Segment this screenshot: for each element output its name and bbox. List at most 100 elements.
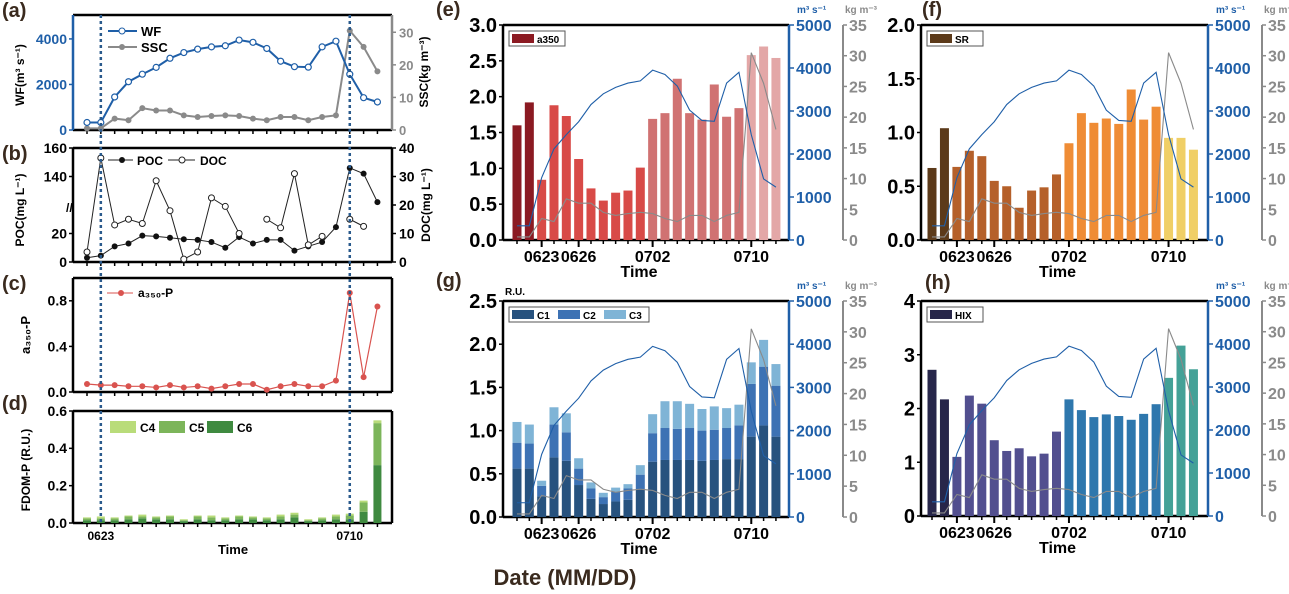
axis-break-mark: // — [66, 201, 73, 215]
y-tick-label: 0.0 — [48, 515, 68, 531]
y2-tick-label: 0 — [399, 254, 407, 270]
x-axis-title: Time — [218, 542, 248, 557]
bar-c4 — [152, 516, 161, 518]
bar-sr — [1089, 122, 1099, 240]
wf-line — [87, 39, 378, 124]
a350p-point — [360, 374, 367, 381]
doc-point — [166, 207, 174, 215]
y2-axis-title: DOC(mg L⁻¹) — [419, 168, 433, 242]
bar-c5 — [359, 502, 368, 512]
bar-a350 — [746, 55, 756, 240]
doc-point — [111, 221, 119, 229]
panel-c — [71, 276, 394, 396]
bar-a350 — [685, 113, 695, 240]
y-tick-label: 4000 — [36, 31, 67, 47]
bar-c2 — [648, 433, 658, 462]
bar-c3 — [561, 413, 571, 433]
wf-point — [207, 43, 216, 51]
bar-c3 — [574, 458, 584, 469]
ssc-point — [291, 113, 298, 120]
ssc-tick-label: 35 — [849, 294, 867, 311]
wf-point — [166, 54, 174, 62]
y-tick-label: 0 — [59, 254, 67, 270]
legend-label: C3 — [629, 311, 642, 322]
bar-c3 — [709, 406, 719, 430]
bar-c1 — [549, 457, 559, 517]
y-tick-label: 0.4 — [48, 338, 68, 354]
bar-c3 — [537, 480, 547, 486]
bar-a350 — [537, 179, 547, 240]
wf-overlay-line — [517, 345, 777, 504]
wf-point — [124, 78, 133, 86]
a350p-point — [97, 382, 104, 389]
x-tick-label: 0626 — [976, 249, 1012, 266]
bar-c2 — [709, 429, 719, 460]
ssc-point — [139, 105, 146, 112]
bar-c4 — [276, 514, 285, 517]
legend-swatch-hix — [930, 310, 952, 319]
poc-point — [208, 239, 215, 246]
bar-sr — [989, 180, 999, 240]
bar-c2 — [611, 491, 621, 502]
wf-tick-label: 5000 — [796, 294, 832, 311]
bar-hix — [1139, 413, 1149, 516]
wf-tick-label: 2000 — [796, 147, 832, 164]
bar-sr — [1188, 149, 1198, 240]
a350p-point — [277, 383, 284, 390]
y-tick-label: 0.5 — [469, 194, 497, 216]
bar-a350 — [672, 78, 682, 240]
bar-c1 — [672, 459, 682, 517]
bar-c4 — [235, 515, 244, 517]
bar-a350 — [574, 159, 584, 240]
wf-unit-label: m³ s⁻¹ — [1216, 281, 1246, 292]
bar-c6 — [152, 519, 161, 523]
doc-point — [360, 222, 368, 230]
bar-c3 — [722, 408, 732, 429]
bar-sr — [927, 167, 937, 240]
bar-sr — [1151, 106, 1161, 240]
bar-a350 — [561, 116, 571, 240]
ssc-point — [249, 115, 256, 122]
bar-c1 — [611, 501, 621, 517]
doc-point — [152, 177, 160, 185]
wf-tick-label: 3000 — [796, 380, 832, 397]
bar-c3 — [771, 364, 781, 386]
poc-point — [332, 224, 339, 231]
bar-c1 — [598, 504, 608, 517]
bar-c1 — [660, 459, 670, 517]
y-tick-label: 0.4 — [48, 440, 68, 456]
y-tick-label: 20 — [51, 225, 67, 241]
bar-c3 — [672, 401, 682, 429]
x-tick-label: 0626 — [976, 525, 1012, 542]
bar-c2 — [672, 428, 682, 460]
bar-c3 — [623, 484, 633, 489]
ssc-point — [180, 112, 187, 119]
bar-c6 — [276, 519, 285, 523]
bar-c5 — [318, 518, 327, 521]
poc-point — [249, 240, 256, 247]
poc-point — [111, 243, 118, 250]
ssc-overlay-line — [932, 52, 1194, 238]
bar-sr — [1076, 113, 1086, 240]
a350p-point — [305, 383, 312, 390]
ssc-tick-label: 10 — [849, 448, 867, 465]
ssc-tick-label: 35 — [849, 18, 867, 35]
bar-a350 — [648, 118, 658, 240]
legend-label: C2 — [583, 311, 596, 322]
bar-c6 — [165, 519, 174, 523]
y-unit-label: R.U. — [505, 287, 525, 298]
bar-sr — [1139, 119, 1149, 240]
poc-line — [86, 167, 378, 259]
bar-c6 — [331, 519, 340, 523]
legend-a350p-marker — [118, 290, 124, 296]
bar-c5 — [290, 514, 299, 518]
bar-sr — [1114, 123, 1124, 240]
poc-point — [222, 244, 229, 251]
ssc-unit-label: kg m⁻³ — [845, 281, 878, 292]
x-tick-label: 0702 — [1051, 525, 1087, 542]
bar-c5 — [248, 517, 257, 520]
bar-c3 — [635, 465, 645, 475]
bar-hix — [1064, 399, 1074, 516]
ssc-point — [125, 117, 132, 124]
bar-c1 — [771, 436, 781, 517]
